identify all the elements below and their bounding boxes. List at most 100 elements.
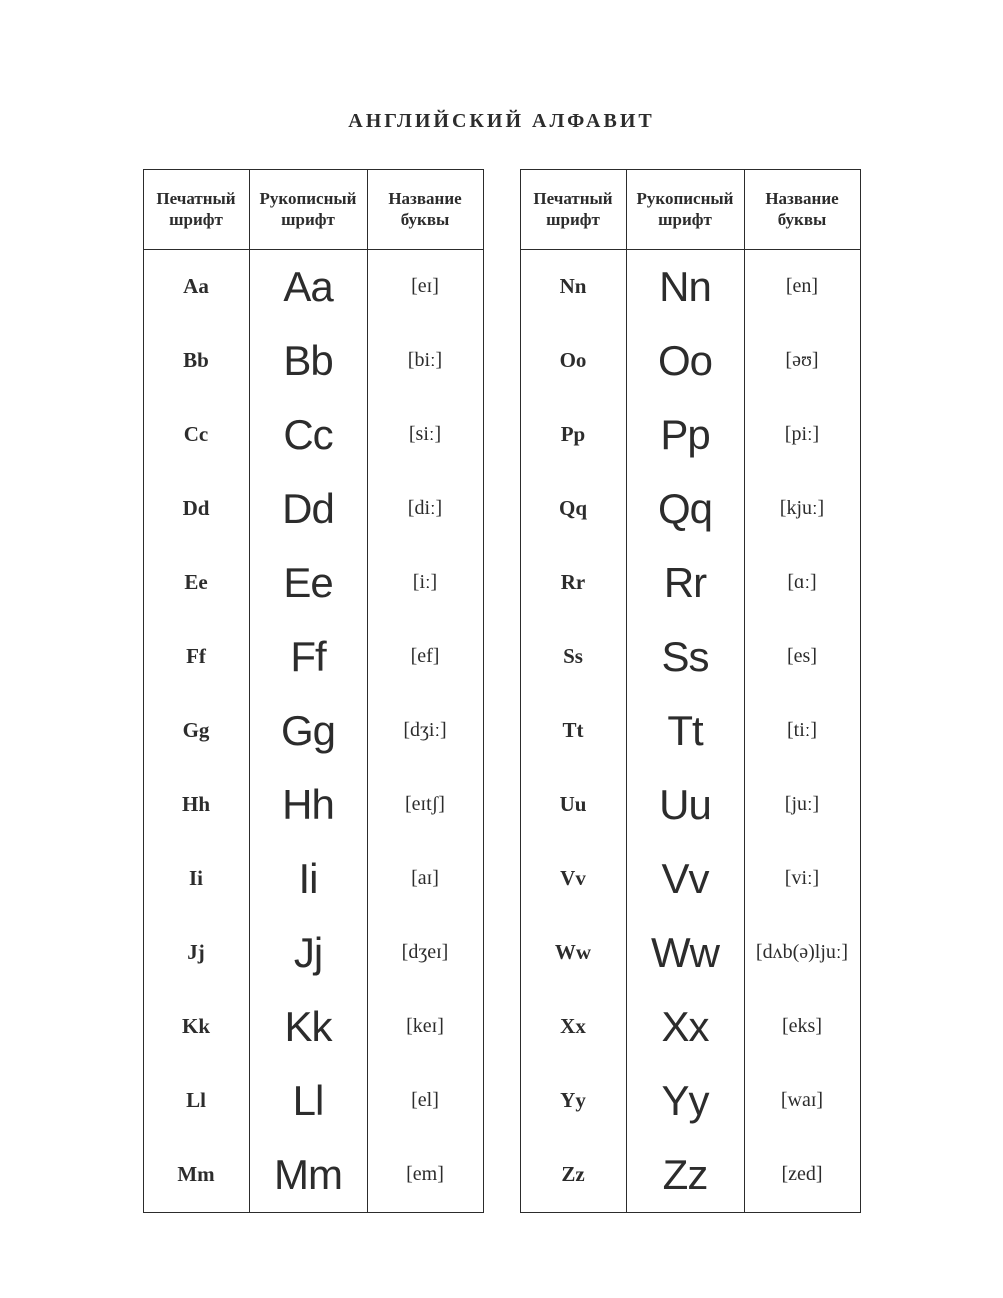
cell-name: [siː]: [367, 398, 483, 472]
cell-script: Vv: [626, 842, 744, 916]
header-name: Названиебуквы: [367, 170, 483, 250]
cell-script: Bb: [249, 324, 367, 398]
cell-name: [kjuː]: [744, 472, 860, 546]
cell-print: Ss: [520, 620, 626, 694]
cell-script: Mm: [249, 1138, 367, 1213]
table-row: Dd Dd [diː]: [143, 472, 483, 546]
cell-print: Hh: [143, 768, 249, 842]
cell-script: Aa: [249, 249, 367, 324]
cell-name: [diː]: [367, 472, 483, 546]
table-row: Ll Ll [el]: [143, 1064, 483, 1138]
cell-script: Ll: [249, 1064, 367, 1138]
cell-print: Cc: [143, 398, 249, 472]
cell-print: Dd: [143, 472, 249, 546]
cell-script: Oo: [626, 324, 744, 398]
cell-script: Ff: [249, 620, 367, 694]
cell-script: Ss: [626, 620, 744, 694]
cell-name: [el]: [367, 1064, 483, 1138]
header-print: Печатныйшрифт: [143, 170, 249, 250]
table-row: Ss Ss [es]: [520, 620, 860, 694]
table-row: Nn Nn [en]: [520, 249, 860, 324]
cell-script: Ww: [626, 916, 744, 990]
cell-name: [ef]: [367, 620, 483, 694]
cell-print: Nn: [520, 249, 626, 324]
table-row: Aa Aa [eɪ]: [143, 249, 483, 324]
cell-name: [waɪ]: [744, 1064, 860, 1138]
table-row: Ee Ee [iː]: [143, 546, 483, 620]
cell-print: Kk: [143, 990, 249, 1064]
cell-print: Ww: [520, 916, 626, 990]
cell-print: Xx: [520, 990, 626, 1064]
cell-print: Mm: [143, 1138, 249, 1213]
cell-name: [dʒeɪ]: [367, 916, 483, 990]
cell-name: [juː]: [744, 768, 860, 842]
cell-print: Bb: [143, 324, 249, 398]
table-row: Yy Yy [waɪ]: [520, 1064, 860, 1138]
cell-name: [aɪ]: [367, 842, 483, 916]
table-row: Rr Rr [ɑː]: [520, 546, 860, 620]
cell-script: Jj: [249, 916, 367, 990]
cell-script: Pp: [626, 398, 744, 472]
alphabet-table-left: Печатныйшрифт Рукописныйшрифт Названиебу…: [143, 169, 484, 1213]
table-header-row: Печатныйшрифт Рукописныйшрифт Названиебу…: [520, 170, 860, 250]
cell-script: Gg: [249, 694, 367, 768]
table-row: Pp Pp [piː]: [520, 398, 860, 472]
cell-print: Gg: [143, 694, 249, 768]
table-row: Vv Vv [viː]: [520, 842, 860, 916]
cell-print: Ff: [143, 620, 249, 694]
cell-script: Uu: [626, 768, 744, 842]
table-row: Tt Tt [tiː]: [520, 694, 860, 768]
cell-name: [es]: [744, 620, 860, 694]
cell-name: [zed]: [744, 1138, 860, 1213]
cell-name: [əʊ]: [744, 324, 860, 398]
cell-name: [keɪ]: [367, 990, 483, 1064]
cell-name: [dʌb(ə)ljuː]: [744, 916, 860, 990]
cell-script: Zz: [626, 1138, 744, 1213]
table-header-row: Печатныйшрифт Рукописныйшрифт Названиебу…: [143, 170, 483, 250]
cell-script: Ii: [249, 842, 367, 916]
header-print: Печатныйшрифт: [520, 170, 626, 250]
cell-script: Cc: [249, 398, 367, 472]
cell-script: Qq: [626, 472, 744, 546]
table-row: Ff Ff [ef]: [143, 620, 483, 694]
cell-name: [biː]: [367, 324, 483, 398]
cell-print: Vv: [520, 842, 626, 916]
cell-name: [eks]: [744, 990, 860, 1064]
cell-name: [en]: [744, 249, 860, 324]
cell-name: [eɪ]: [367, 249, 483, 324]
header-script: Рукописныйшрифт: [249, 170, 367, 250]
cell-print: Rr: [520, 546, 626, 620]
cell-print: Uu: [520, 768, 626, 842]
page: АНГЛИЙСКИЙ АЛФАВИТ Печатныйшрифт Рукопис…: [0, 0, 1003, 1298]
cell-script: Tt: [626, 694, 744, 768]
table-row: Ww Ww [dʌb(ə)ljuː]: [520, 916, 860, 990]
cell-script: Hh: [249, 768, 367, 842]
cell-print: Tt: [520, 694, 626, 768]
cell-print: Zz: [520, 1138, 626, 1213]
cell-print: Jj: [143, 916, 249, 990]
cell-print: Ii: [143, 842, 249, 916]
cell-script: Kk: [249, 990, 367, 1064]
cell-name: [tiː]: [744, 694, 860, 768]
table-row: Mm Mm [em]: [143, 1138, 483, 1213]
table-row: Zz Zz [zed]: [520, 1138, 860, 1213]
cell-script: Xx: [626, 990, 744, 1064]
cell-name: [piː]: [744, 398, 860, 472]
cell-script: Dd: [249, 472, 367, 546]
cell-script: Nn: [626, 249, 744, 324]
cell-print: Oo: [520, 324, 626, 398]
table-row: Qq Qq [kjuː]: [520, 472, 860, 546]
table-row: Uu Uu [juː]: [520, 768, 860, 842]
cell-script: Ee: [249, 546, 367, 620]
header-name: Названиебуквы: [744, 170, 860, 250]
table-row: Oo Oo [əʊ]: [520, 324, 860, 398]
cell-print: Pp: [520, 398, 626, 472]
cell-script: Yy: [626, 1064, 744, 1138]
tables-wrapper: Печатныйшрифт Рукописныйшрифт Названиебу…: [0, 169, 1003, 1213]
cell-print: Ee: [143, 546, 249, 620]
alphabet-table-right: Печатныйшрифт Рукописныйшрифт Названиебу…: [520, 169, 861, 1213]
table-row: Jj Jj [dʒeɪ]: [143, 916, 483, 990]
table-row: Kk Kk [keɪ]: [143, 990, 483, 1064]
cell-script: Rr: [626, 546, 744, 620]
table-row: Cc Cc [siː]: [143, 398, 483, 472]
